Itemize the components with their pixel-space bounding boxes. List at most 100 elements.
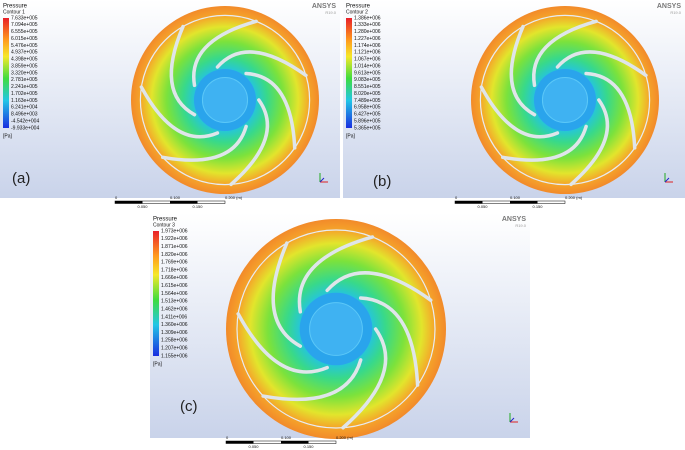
legend-value: 8.496e+003 [11,112,38,118]
scale-label: 0 [455,195,458,200]
blade [192,19,258,88]
legend-value: 1.227e+006 [354,36,381,42]
legend-unit: [Pa] [346,133,356,139]
scale-label: 0.200 (m) [225,195,243,200]
legend-value: 1.666e+006 [161,275,188,281]
blade [569,98,610,187]
scale-label: 0.100 [510,195,521,200]
hub-inner [541,76,589,124]
impeller-rim [479,14,651,186]
legend-value: 5.365e+005 [354,125,381,131]
legend-value: 1.207e+006 [161,346,188,352]
legend-value: 9.083e+005 [354,77,381,83]
blade [244,71,297,150]
blade [169,24,197,117]
brand: ANSYS [657,3,681,10]
legend-value: 6.427e+005 [354,112,381,118]
blade [229,98,270,187]
blade [161,124,248,162]
legend-value: 1.718e+006 [161,267,188,273]
legend-value: 3.859e+005 [11,63,38,69]
impeller-rim [236,229,436,429]
brand: ANSYS [312,3,336,10]
legend-value: 1.386e+006 [354,15,381,21]
panel-label: (a) [12,170,31,187]
scale-label: 0.150 [532,204,543,209]
legend-value: -9.933e+004 [11,125,39,131]
blade [297,235,375,314]
legend-value: 5.476e+005 [11,43,38,49]
blade [139,85,220,139]
legend-title: Pressure [346,4,371,10]
brand: ANSYS [502,216,526,223]
triad-axis [509,417,515,423]
legend-value: 1.333e+006 [354,22,381,28]
scale-label: 0.050 [477,204,488,209]
legend-value: 8.551e+005 [354,84,381,90]
legend-value: 1.360e+006 [161,322,188,328]
legend-value: 6.241e+004 [11,105,38,111]
legend-value: 1.513e+006 [161,299,188,305]
legend-value: 1.564e+006 [161,291,188,297]
legend-value: 1.411e+006 [161,314,187,320]
scale-bar-seg [510,201,538,204]
version: R19.0 [670,10,681,15]
legend-title: Pressure [153,217,178,223]
legend-value: 1.702e+005 [11,91,38,97]
legend-value: 1.014e+006 [354,63,381,69]
scale-label: 0.100 [281,435,292,440]
legend-value: 1.309e+006 [161,330,188,336]
legend-value: -4.542e+004 [11,118,39,124]
legend-value: 6.958e+005 [354,105,381,111]
legend-unit: [Pa] [3,133,13,139]
blade [325,271,433,302]
colorbar [153,231,159,356]
scale-label: 0.150 [303,444,314,449]
version: R19.0 [325,10,336,15]
blade [261,358,363,402]
scale-label: 0.050 [137,204,148,209]
legend-value: 6.015e+005 [11,36,38,42]
scale-label: 0.150 [192,204,203,209]
scale-label: 0.200 (m) [565,195,583,200]
legend-value: 7.633e+005 [11,15,38,21]
legend-value: 1.258e+006 [161,338,188,344]
blade [584,71,637,150]
legend-value: 1.163e+005 [11,98,38,104]
legend-value: 1.820e+006 [161,252,188,258]
legend-subtitle: Contour 2 [346,9,368,15]
scale-bar-seg [115,201,143,204]
colorbar [3,18,9,128]
version: R19.0 [515,223,526,228]
legend-value: 4.937e+005 [11,50,38,56]
scale-label: 0 [115,195,118,200]
legend-value: 1.067e+006 [354,57,381,63]
scale-bar-seg [455,201,483,204]
blade [532,19,598,88]
legend-value: 1.280e+006 [354,29,381,35]
scale-label: 0 [226,435,229,440]
triad-axis [319,177,325,183]
legend-value: 1.615e+006 [161,283,188,289]
legend-value: 2.241e+005 [11,84,38,90]
blade [215,50,308,78]
legend-value: 5.896e+005 [354,118,381,124]
scale-bar-seg [226,441,254,444]
hub-inner [201,76,249,124]
legend-value: 1.973e+006 [161,228,188,234]
legend-unit: [Pa] [153,361,163,367]
legend-value: 6.555e+005 [11,29,38,35]
legend-subtitle: Contour 3 [153,222,175,228]
panel-label: (c) [180,398,198,415]
legend-value: 9.613e+005 [354,70,381,76]
blade [479,85,560,139]
legend-value: 1.121e+006 [354,50,381,56]
legend-title: Pressure [3,4,28,10]
scale-bar-seg [281,441,309,444]
colorbar [346,18,352,128]
blade [341,327,388,430]
blade [358,296,420,387]
